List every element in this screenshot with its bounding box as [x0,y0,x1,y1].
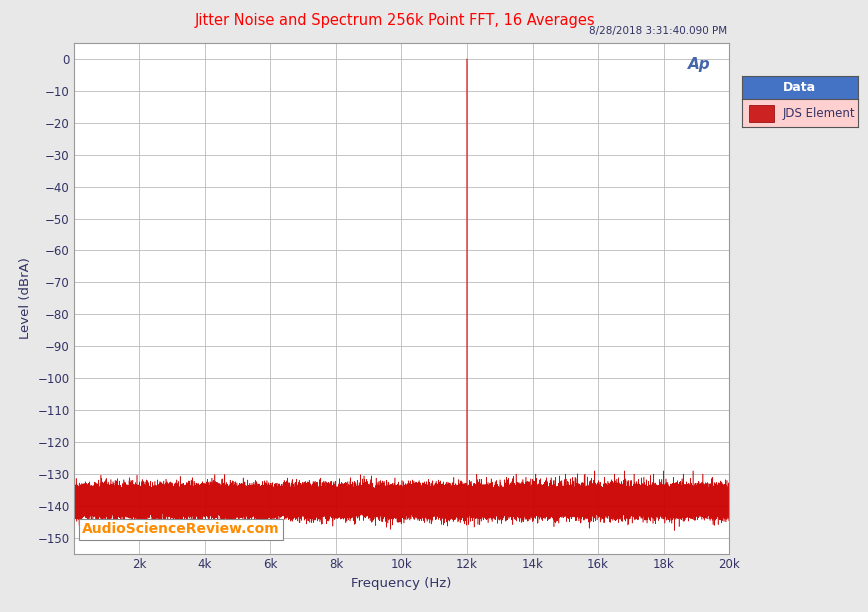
Text: Jitter Noise and Spectrum 256k Point FFT, 16 Averages: Jitter Noise and Spectrum 256k Point FFT… [194,13,595,29]
Y-axis label: Level (dBrA): Level (dBrA) [19,258,32,339]
Text: 8/28/2018 3:31:40.090 PM: 8/28/2018 3:31:40.090 PM [589,26,727,35]
Text: JDS Element: JDS Element [783,106,855,120]
X-axis label: Frequency (Hz): Frequency (Hz) [352,577,451,589]
Text: AudioScienceReview.com: AudioScienceReview.com [82,523,279,537]
Text: Ap: Ap [688,57,711,72]
Text: Data: Data [783,81,817,94]
Bar [749,105,774,122]
